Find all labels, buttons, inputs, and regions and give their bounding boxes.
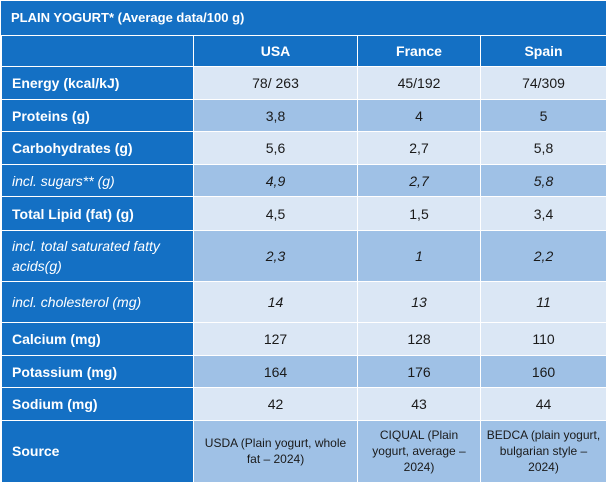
cell-france: 43 [357,387,481,421]
cell-usa: 2,3 [193,230,358,282]
row-label: Proteins (g) [1,98,194,133]
table-row: Proteins (g) 3,8 4 5 [1,98,607,133]
cell-spain: 11 [480,280,607,324]
row-label: Source [1,419,194,484]
cell-spain: 5,8 [480,163,607,198]
cell-usa: 78/ 263 [193,66,358,100]
cell-spain: 110 [480,322,607,356]
table-row: Total Lipid (fat) (g) 4,5 1,5 3,4 [1,196,607,231]
column-header-france: France [357,34,481,68]
table-row: incl. sugars** (g) 4,9 2,7 5,8 [1,163,607,198]
table-row: incl. total saturated fatty acids(g) 2,3… [1,230,607,282]
cell-france: 13 [357,280,481,324]
header-row: USA France Spain [1,34,607,68]
cell-france: 2,7 [357,163,481,198]
cell-spain: 74/309 [480,66,607,100]
column-header-usa: USA [193,34,358,68]
row-label: Calcium (mg) [1,322,194,356]
row-label: Potassium (mg) [1,354,194,389]
cell-usa: 4,5 [193,196,358,231]
table-row: Source USDA (Plain yogurt, whole fat – 2… [1,419,607,484]
table-row: Energy (kcal/kJ) 78/ 263 45/192 74/309 [1,66,607,100]
row-label: Sodium (mg) [1,387,194,421]
cell-france: 176 [357,354,481,389]
table-title: PLAIN YOGURT* (Average data/100 g) [11,10,245,25]
table-row: Sodium (mg) 42 43 44 [1,387,607,421]
cell-spain: 44 [480,387,607,421]
table-row: Potassium (mg) 164 176 160 [1,354,607,389]
cell-spain: 3,4 [480,196,607,231]
cell-source-france: CIQUAL (Plain yogurt, average – 2024) [357,419,481,484]
table-row: Carbohydrates (g) 5,6 2,7 5,8 [1,131,607,165]
cell-spain: 160 [480,354,607,389]
cell-source-usa: USDA (Plain yogurt, whole fat – 2024) [193,419,358,484]
cell-spain: 5 [480,98,607,133]
column-header-spain: Spain [480,34,607,68]
row-label: incl. sugars** (g) [1,163,194,198]
cell-usa: 5,6 [193,131,358,165]
row-label: incl. cholesterol (mg) [1,280,194,324]
cell-france: 1,5 [357,196,481,231]
nutrition-table: USA France Spain Energy (kcal/kJ) 78/ 26… [1,34,607,484]
row-label: incl. total saturated fatty acids(g) [1,230,194,282]
cell-spain: 2,2 [480,230,607,282]
cell-france: 2,7 [357,131,481,165]
row-label: Total Lipid (fat) (g) [1,196,194,231]
cell-usa: 127 [193,322,358,356]
table-row: incl. cholesterol (mg) 14 13 11 [1,280,607,324]
row-label: Carbohydrates (g) [1,131,194,165]
cell-france: 4 [357,98,481,133]
cell-france: 1 [357,230,481,282]
cell-usa: 14 [193,280,358,324]
cell-usa: 42 [193,387,358,421]
table-row: Calcium (mg) 127 128 110 [1,322,607,356]
cell-usa: 3,8 [193,98,358,133]
cell-france: 45/192 [357,66,481,100]
cell-source-spain: BEDCA (plain yogurt, bulgarian style – 2… [480,419,607,484]
cell-usa: 4,9 [193,163,358,198]
row-label: Energy (kcal/kJ) [1,66,194,100]
cell-usa: 164 [193,354,358,389]
header-corner [1,34,194,68]
cell-spain: 5,8 [480,131,607,165]
cell-france: 128 [357,322,481,356]
